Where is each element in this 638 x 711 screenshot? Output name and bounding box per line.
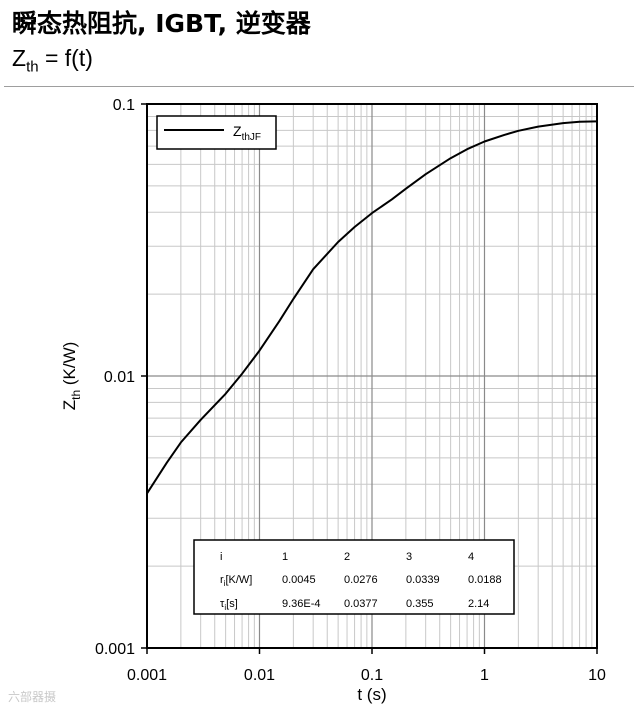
table-cell: 2.14 — [468, 598, 489, 610]
watermark: 六部器摄 — [8, 690, 57, 704]
y-tick-label: 0.001 — [95, 641, 135, 658]
legend-label-subscript: thJF — [242, 132, 261, 143]
table-cell: 0.0339 — [406, 574, 440, 586]
page-subtitle: Zth = f(t) — [12, 45, 93, 76]
table-header-cell: 1 — [282, 551, 288, 563]
x-axis-label: t (s) — [357, 685, 386, 704]
table-header-cell: 2 — [344, 551, 350, 563]
table-row-label-subscript: i — [224, 603, 226, 612]
x-tick-label: 1 — [480, 667, 489, 684]
x-tick-label: 10 — [588, 667, 606, 684]
y-axis-label-unit: (K/W) — [60, 342, 79, 390]
header-divider — [4, 86, 634, 87]
subtitle-symbol: Z — [12, 45, 27, 71]
subtitle-function: = f(t) — [38, 45, 93, 71]
y-tick-label: 0.1 — [113, 97, 135, 114]
table-row-label: ri[K/W] — [220, 574, 252, 588]
plot-frame — [146, 103, 598, 649]
table-cell: 0.0045 — [282, 574, 316, 586]
table-header-cell: 4 — [468, 551, 474, 563]
table-row-label: τi[s] — [220, 598, 238, 612]
table-row-label-symbol: τ — [220, 598, 225, 610]
page-title: 瞬态热阻抗, IGBT, 逆变器 — [12, 9, 311, 38]
series-line-zthjf — [146, 120, 598, 494]
table-header-cell: 3 — [406, 551, 412, 563]
table-row-label-subscript: i — [224, 579, 226, 588]
y-axis-label: Zth (K/W) — [60, 342, 83, 411]
x-tick-label: 0.001 — [127, 667, 167, 684]
legend-label-symbol: Z — [233, 123, 242, 139]
subtitle-subscript: th — [26, 58, 39, 76]
table-cell: 0.355 — [406, 598, 434, 610]
y-tick-label: 0.01 — [104, 369, 135, 386]
parameter-table — [193, 539, 515, 615]
legend-box — [156, 115, 277, 150]
legend-label: ZthJF — [233, 123, 261, 143]
table-cell: 0.0188 — [468, 574, 502, 586]
table-row-label-symbol: r — [220, 574, 224, 586]
table-row-label-unit: [K/W] — [225, 574, 252, 586]
x-tick-label: 0.01 — [244, 667, 275, 684]
table-cell: 0.0276 — [344, 574, 378, 586]
x-tick-label: 0.1 — [361, 667, 383, 684]
table-cell: 9.36E-4 — [282, 598, 321, 610]
table-cell: 0.0377 — [344, 598, 378, 610]
table-header-cell: i — [220, 551, 222, 563]
y-axis-label-subscript: th — [69, 390, 83, 400]
y-axis-label-symbol: Z — [60, 400, 79, 410]
table-row-label-unit: [s] — [226, 598, 238, 610]
